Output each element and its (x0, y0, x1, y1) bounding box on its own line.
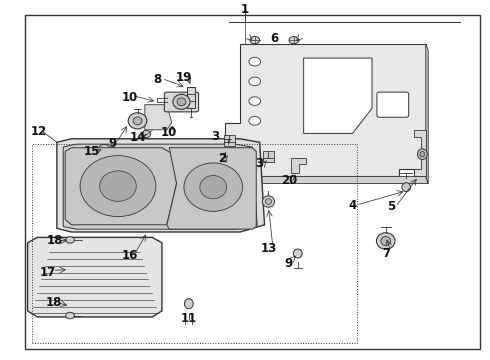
Text: 20: 20 (281, 174, 297, 187)
Text: 14: 14 (129, 131, 146, 144)
Polygon shape (240, 176, 428, 184)
Polygon shape (263, 151, 274, 162)
Text: 15: 15 (83, 145, 100, 158)
Text: 17: 17 (40, 266, 56, 279)
Ellipse shape (262, 196, 274, 207)
Ellipse shape (133, 117, 142, 125)
Ellipse shape (417, 149, 427, 159)
Text: 2: 2 (218, 152, 226, 165)
Text: 12: 12 (31, 125, 47, 138)
Ellipse shape (402, 183, 411, 192)
Polygon shape (426, 44, 428, 184)
Polygon shape (63, 144, 257, 229)
Text: 6: 6 (270, 32, 278, 45)
Polygon shape (414, 130, 426, 176)
Ellipse shape (99, 171, 136, 201)
Circle shape (249, 97, 261, 105)
Ellipse shape (265, 199, 271, 204)
Text: 9: 9 (285, 257, 293, 270)
Circle shape (289, 37, 299, 44)
Text: 1: 1 (241, 3, 249, 16)
FancyBboxPatch shape (164, 92, 198, 112)
Ellipse shape (142, 131, 151, 138)
Bar (32, 144, 357, 343)
Ellipse shape (184, 299, 193, 309)
Ellipse shape (376, 233, 395, 249)
Polygon shape (65, 148, 176, 225)
Text: 13: 13 (260, 242, 276, 255)
Polygon shape (225, 44, 426, 176)
Circle shape (99, 144, 110, 152)
Text: 9: 9 (108, 136, 116, 149)
Polygon shape (145, 105, 172, 130)
Ellipse shape (128, 113, 147, 129)
Ellipse shape (177, 98, 186, 106)
Ellipse shape (294, 249, 302, 258)
Text: 3: 3 (212, 130, 220, 144)
Text: 10: 10 (161, 126, 177, 139)
Text: 11: 11 (181, 311, 197, 325)
Polygon shape (27, 237, 162, 317)
Circle shape (250, 37, 260, 44)
FancyBboxPatch shape (377, 92, 409, 117)
Circle shape (249, 117, 261, 125)
Polygon shape (221, 144, 234, 155)
Ellipse shape (184, 163, 243, 211)
Circle shape (66, 237, 74, 243)
Text: 19: 19 (176, 71, 192, 84)
Polygon shape (167, 148, 256, 229)
Polygon shape (304, 58, 372, 134)
Ellipse shape (381, 237, 391, 246)
Ellipse shape (200, 176, 227, 199)
Polygon shape (57, 139, 265, 232)
Text: 18: 18 (46, 234, 63, 247)
Ellipse shape (173, 94, 190, 109)
Text: 3: 3 (256, 157, 264, 170)
Text: 18: 18 (45, 296, 62, 309)
Circle shape (249, 77, 261, 86)
Text: 16: 16 (122, 249, 138, 262)
Bar (187, 87, 195, 108)
Circle shape (249, 57, 261, 66)
Polygon shape (224, 135, 235, 146)
Polygon shape (292, 158, 306, 173)
Ellipse shape (420, 152, 425, 157)
Text: 10: 10 (122, 91, 138, 104)
Text: 7: 7 (383, 247, 391, 260)
Text: 5: 5 (388, 201, 396, 213)
Circle shape (66, 312, 74, 319)
Text: 8: 8 (153, 73, 161, 86)
Ellipse shape (80, 156, 156, 217)
Text: 4: 4 (348, 199, 357, 212)
